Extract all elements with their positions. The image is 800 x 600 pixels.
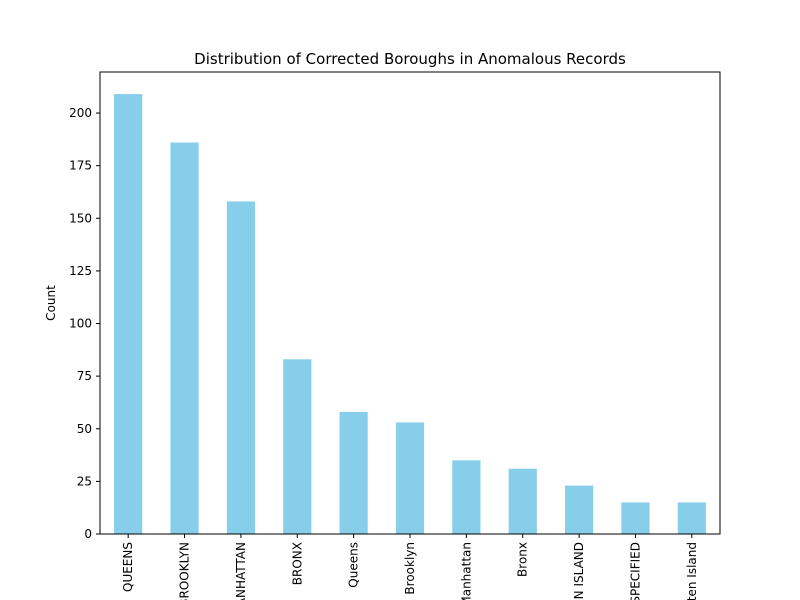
x-tick-label: Bronx [516, 542, 530, 577]
bar [395, 422, 425, 534]
bar [565, 485, 594, 534]
x-tick-label: MANHATTAN [234, 542, 248, 600]
x-tick-label: STATEN ISLAND [572, 542, 586, 600]
y-tick-label: 25 [77, 474, 92, 488]
y-tick-label: 100 [69, 317, 92, 331]
y-tick-label: 125 [69, 264, 92, 278]
bar [452, 460, 481, 534]
chart-title: Distribution of Corrected Boroughs in An… [194, 50, 626, 68]
y-tick-label: 50 [77, 422, 92, 436]
x-tick-label: QUEENS [121, 542, 135, 592]
bar [226, 201, 255, 534]
x-tick-label: BROOKLYN [178, 542, 192, 600]
x-tick-label: BRONX [290, 542, 304, 585]
y-tick-label: 0 [84, 527, 92, 541]
y-tick-label: 75 [77, 369, 92, 383]
x-tick-label: Brooklyn [403, 542, 417, 595]
x-tick-label: Staten Island [685, 542, 699, 600]
bar [339, 411, 368, 534]
x-tick-label: Manhattan [459, 542, 473, 600]
bar [677, 502, 706, 534]
bar [283, 359, 312, 534]
y-tick-label: 200 [69, 106, 92, 120]
bar [170, 142, 199, 534]
bar [621, 502, 650, 534]
plot-frame [99, 71, 721, 535]
bar [114, 94, 143, 535]
y-tick-label: 150 [69, 211, 92, 225]
y-tick-label: 175 [69, 159, 92, 173]
x-tick-label: UNSPECIFIED [628, 542, 642, 600]
x-tick-label: Queens [347, 542, 361, 588]
y-axis-label: Count [44, 285, 58, 321]
bar [508, 468, 537, 534]
